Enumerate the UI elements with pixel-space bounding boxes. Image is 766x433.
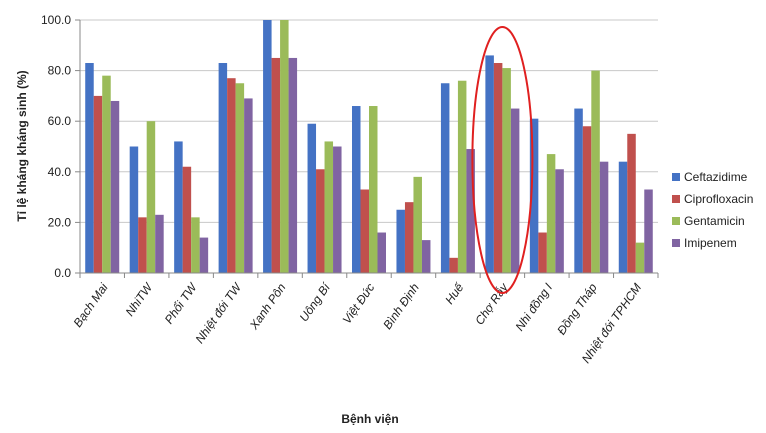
bar-ciprofloxacin-9 xyxy=(493,63,503,274)
bar-ceftazidime-2 xyxy=(174,141,183,273)
bars xyxy=(85,20,653,274)
bar-ciprofloxacin-5 xyxy=(316,169,325,273)
x-tick-label: Huế xyxy=(442,280,467,307)
x-tick-label: Bình Định xyxy=(380,280,422,331)
bar-ciprofloxacin-4 xyxy=(271,57,281,274)
legend-swatch xyxy=(672,239,680,247)
bar-ceftazidime-4 xyxy=(263,20,272,273)
bar-gentamicin-1 xyxy=(146,121,156,273)
bar-imipenem-1 xyxy=(155,214,164,273)
x-tick-label: Uông Bí xyxy=(297,279,334,324)
axes xyxy=(79,20,659,278)
bar-imipenem-5 xyxy=(333,146,342,273)
legend-label: Ceftazidime xyxy=(684,170,748,184)
y-tick-label: 100.0 xyxy=(41,13,71,27)
legend-label: Imipenem xyxy=(684,236,737,250)
y-axis-title: Tỉ lệ kháng kháng sinh (%) xyxy=(15,70,29,221)
x-tick-label: Đồng Tháp xyxy=(554,280,600,337)
annotation xyxy=(471,26,534,294)
bar-ciprofloxacin-6 xyxy=(360,189,369,273)
bar-imipenem-12 xyxy=(644,189,653,273)
bar-gentamicin-0 xyxy=(102,75,111,273)
bar-ceftazidime-1 xyxy=(129,146,139,273)
bar-imipenem-9 xyxy=(510,108,520,273)
y-tick-label: 60.0 xyxy=(48,114,72,128)
bar-imipenem-10 xyxy=(555,169,564,273)
bar-gentamicin-5 xyxy=(324,141,334,273)
bar-gentamicin-11 xyxy=(591,70,600,273)
bar-ciprofloxacin-10 xyxy=(538,232,547,273)
highlight-ellipse xyxy=(471,26,534,294)
y-tick-label: 40.0 xyxy=(48,165,72,179)
bar-imipenem-3 xyxy=(244,98,253,274)
bar-ceftazidime-11 xyxy=(574,108,583,273)
bar-ceftazidime-12 xyxy=(618,161,628,273)
bar-gentamicin-2 xyxy=(191,217,200,273)
y-tick-label: 0.0 xyxy=(54,266,71,280)
bar-ciprofloxacin-11 xyxy=(582,126,592,273)
y-tick-label: 20.0 xyxy=(48,215,72,229)
bar-imipenem-6 xyxy=(377,232,386,273)
legend-label: Ciprofloxacin xyxy=(684,192,753,206)
bar-ceftazidime-5 xyxy=(307,123,317,273)
bar-gentamicin-8 xyxy=(457,80,467,273)
bar-imipenem-0 xyxy=(110,100,120,274)
y-tick-label: 80.0 xyxy=(48,64,72,78)
x-tick-label: Xanh Pôn xyxy=(246,280,288,332)
bar-gentamicin-10 xyxy=(546,154,556,273)
bar-gentamicin-9 xyxy=(502,68,511,273)
legend-swatch xyxy=(672,173,680,181)
x-tick-label: NhiTW xyxy=(123,279,156,318)
bar-imipenem-4 xyxy=(288,57,298,274)
bar-gentamicin-12 xyxy=(635,242,645,273)
bar-ciprofloxacin-1 xyxy=(138,217,147,273)
y-tick-labels: 0.0 20.0 40.0 60.0 80.0 100.0 xyxy=(41,13,71,280)
bar-ceftazidime-8 xyxy=(440,83,450,273)
bar-gentamicin-3 xyxy=(235,83,245,273)
bar-imipenem-8 xyxy=(466,149,475,273)
bar-ceftazidime-0 xyxy=(85,63,94,274)
legend-swatch xyxy=(672,217,680,225)
bar-imipenem-7 xyxy=(421,240,431,273)
bar-ciprofloxacin-2 xyxy=(182,166,192,273)
bar-imipenem-11 xyxy=(599,161,609,273)
x-tick-label: Nhiệt đới TW xyxy=(192,279,245,346)
legend-label: Gentamicin xyxy=(684,214,745,228)
x-tick-label: Phổi TW xyxy=(162,279,201,326)
bar-ciprofloxacin-7 xyxy=(404,202,414,273)
bar-gentamicin-7 xyxy=(413,176,422,273)
bar-ceftazidime-7 xyxy=(396,209,405,273)
legend-swatch xyxy=(672,195,680,203)
bar-ceftazidime-6 xyxy=(352,106,361,274)
bar-imipenem-2 xyxy=(199,237,209,273)
x-tick-label: Chợ Rẫy xyxy=(472,280,511,328)
bar-ciprofloxacin-3 xyxy=(227,78,236,273)
bar-gentamicin-6 xyxy=(369,106,378,274)
x-tick-label: Bạch Mai xyxy=(71,280,111,329)
bar-gentamicin-4 xyxy=(280,20,289,273)
bar-ciprofloxacin-12 xyxy=(627,133,636,273)
bar-ceftazidime-10 xyxy=(529,118,539,273)
bar-ciprofloxacin-8 xyxy=(449,257,458,273)
x-axis-title: Bệnh viện xyxy=(341,412,398,426)
bar-ceftazidime-3 xyxy=(218,63,228,274)
bar-ciprofloxacin-0 xyxy=(93,95,103,274)
x-tick-label: Nhi đồng I xyxy=(512,280,555,333)
bar-ceftazidime-9 xyxy=(485,55,494,273)
legend: Ceftazidime Ciprofloxacin Gentamicin Imipen… xyxy=(672,170,753,250)
x-tick-label: Việt Đức xyxy=(340,281,378,327)
